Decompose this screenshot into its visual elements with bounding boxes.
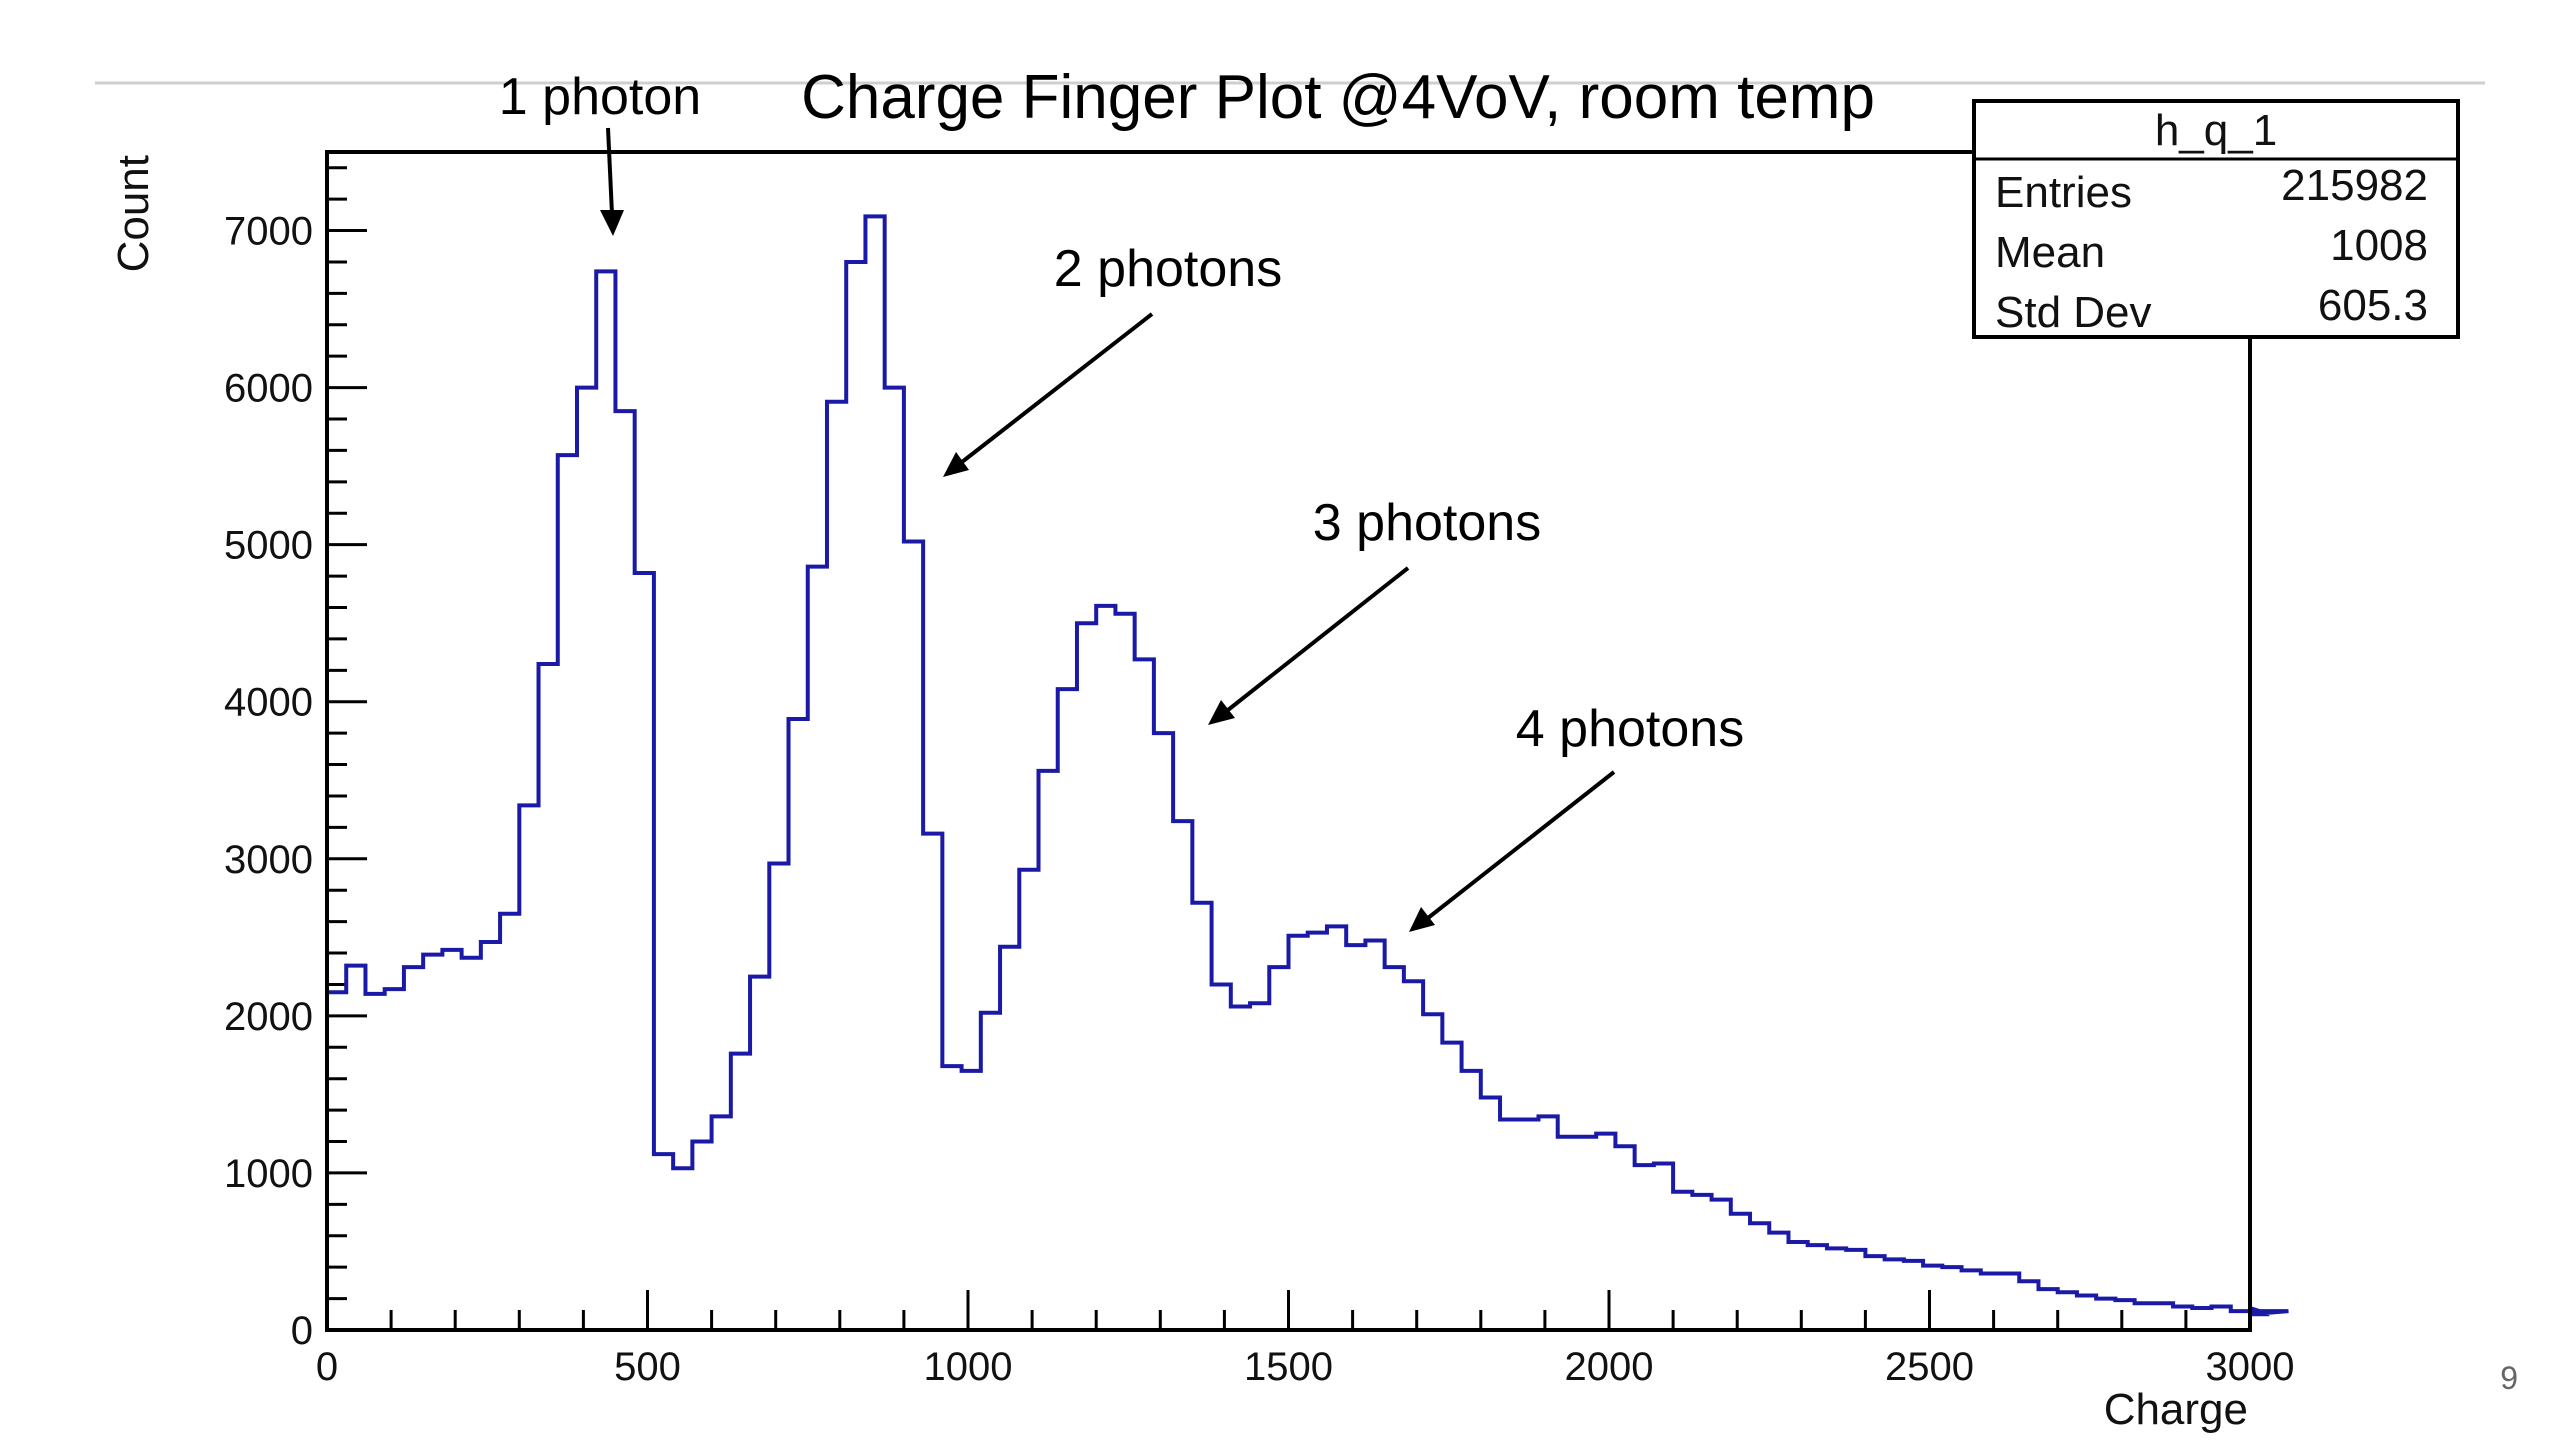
stats-entries-value: 215982: [2281, 161, 2428, 210]
axis-tick-labels: 0 1000 2000 3000 4000 5000 6000 7000 0 500 1000 150…: [224, 210, 2294, 1389]
annotation-4-photons-arrow: [1426, 770, 1616, 920]
annotation-3-photons-arrowhead: [1208, 700, 1235, 725]
y-tick-label: 1000: [224, 1152, 313, 1196]
stats-entries-label: Entries: [1995, 168, 2132, 217]
x-tick-label: 2500: [1885, 1345, 1974, 1389]
annotation-2-photons: 2 photons: [1054, 240, 1282, 298]
annotation-4-photons: 4 photons: [1516, 700, 1744, 758]
annotation-1-photon: 1 photon: [499, 68, 701, 126]
x-tick-label: 1500: [1244, 1345, 1333, 1389]
annotation-3-photons-arrow: [1226, 566, 1410, 712]
stats-box-name: h_q_1: [2155, 106, 2277, 155]
stats-mean-label: Mean: [1995, 228, 2105, 277]
stats-box-frame: [1972, 99, 2460, 339]
histogram-series: [325, 214, 2289, 1330]
stats-box: h_q_1 Entries 215982 Mean 1008 Std Dev 6…: [1972, 99, 2460, 339]
annotation-1-photon-arrow: [606, 127, 614, 215]
histogram-chart: 0 1000 2000 3000 4000 5000 6000 7000 0 500 1000 150…: [109, 63, 2460, 1434]
axis-ticks: [325, 166, 2252, 1332]
stats-mean-value: 1008: [2330, 221, 2428, 270]
x-tick-label: 2000: [1565, 1345, 1654, 1389]
y-tick-label: 4000: [224, 681, 313, 725]
x-tick-label: 0: [316, 1345, 338, 1389]
x-tick-label: 3000: [2206, 1345, 2295, 1389]
stats-stddev-value: 605.3: [2318, 281, 2428, 330]
y-tick-label: 3000: [224, 838, 313, 882]
y-tick-label: 6000: [224, 367, 313, 411]
page-number: 9: [2500, 1360, 2518, 1396]
annotation-2-photons-arrow: [960, 312, 1154, 464]
annotation-4-photons-arrowhead: [1409, 907, 1435, 932]
y-axis-title: Count: [109, 155, 158, 272]
y-tick-label: 2000: [224, 995, 313, 1039]
stats-stddev-label: Std Dev: [1995, 288, 2152, 337]
chart-title: Charge Finger Plot @4VoV, room temp: [801, 63, 1875, 132]
plot-frame: [325, 150, 2252, 1332]
annotation-2-photons-arrowhead: [943, 452, 969, 477]
annotations: 1 photon 2 photons 3 photons 4 photons: [499, 68, 1744, 932]
x-tick-label: 1000: [924, 1345, 1013, 1389]
y-tick-label: 7000: [224, 210, 313, 254]
x-axis-title: Charge: [2104, 1385, 2248, 1434]
annotation-3-photons: 3 photons: [1313, 494, 1541, 552]
y-tick-label: 0: [291, 1309, 313, 1353]
y-tick-label: 5000: [224, 524, 313, 568]
annotation-1-photon-arrowhead: [600, 210, 624, 236]
x-tick-label: 500: [614, 1345, 681, 1389]
